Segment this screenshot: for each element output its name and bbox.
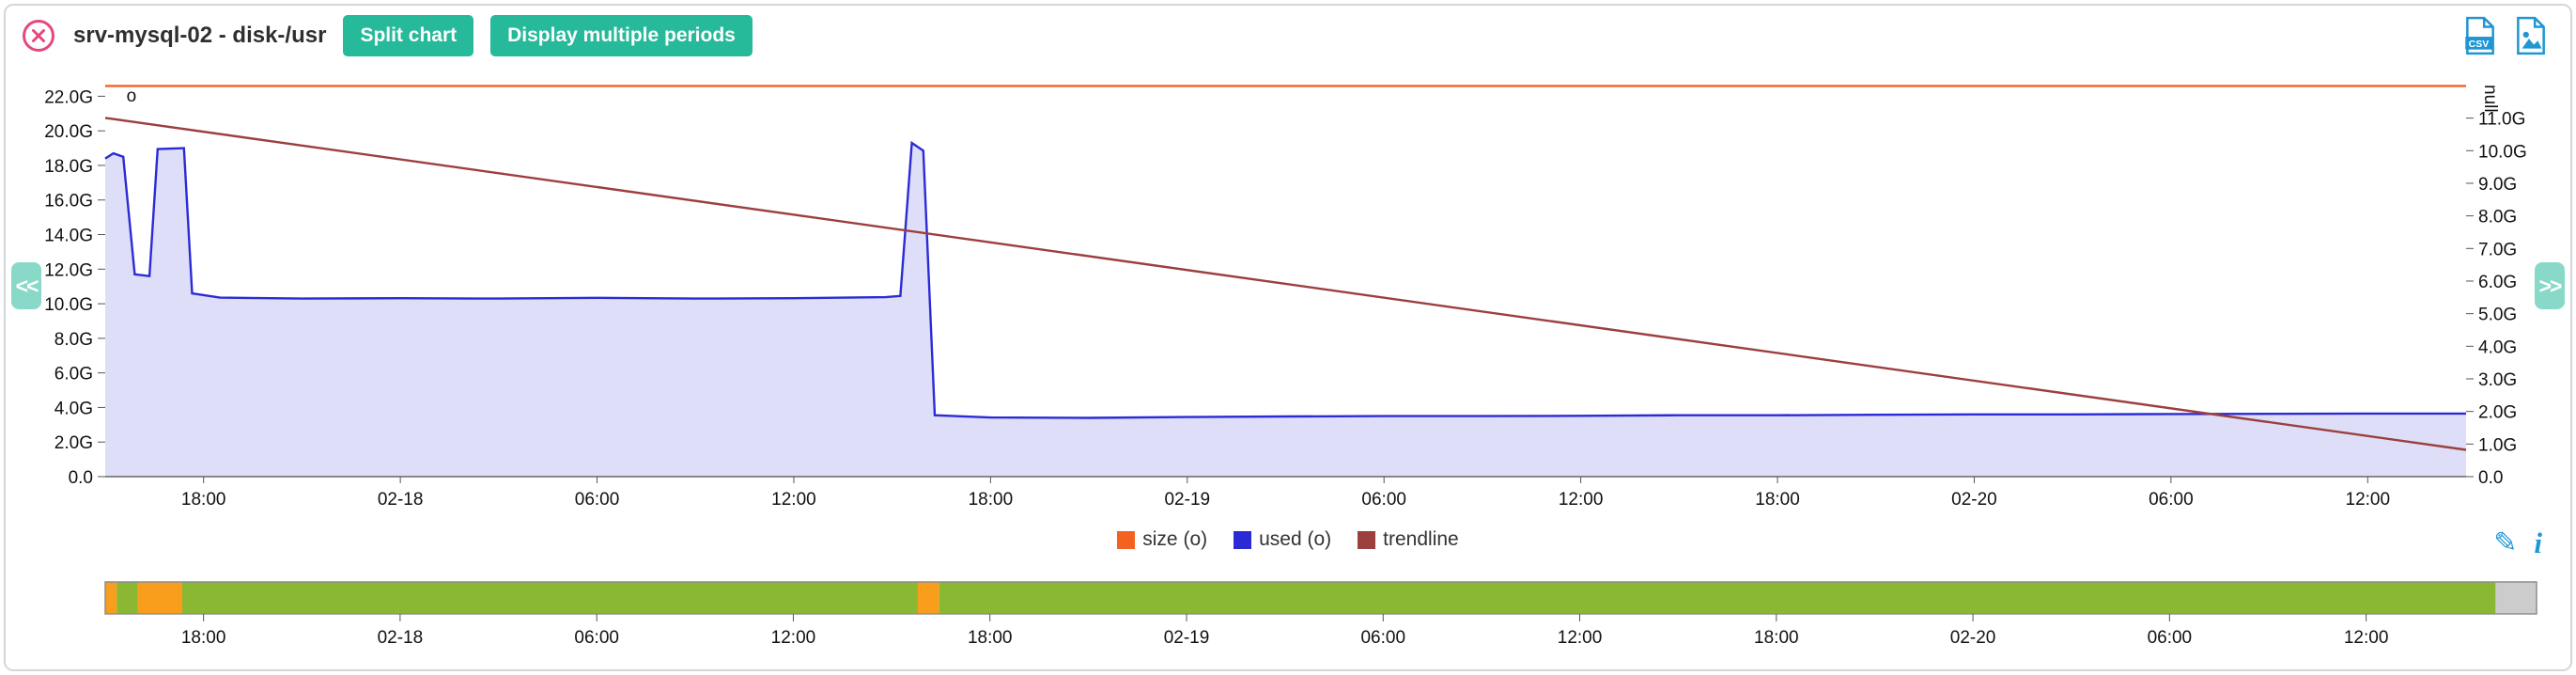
svg-text:12.0G: 12.0G [44,260,93,280]
svg-text:02-19: 02-19 [1164,628,1210,648]
legend-swatch [1117,530,1136,549]
svg-text:18.0G: 18.0G [44,157,93,177]
svg-text:12:00: 12:00 [2344,628,2389,648]
legend-swatch [1358,530,1376,549]
pan-left-button[interactable]: << [11,262,41,309]
svg-text:18:00: 18:00 [181,628,226,648]
svg-text:1.0G: 1.0G [2478,435,2517,455]
svg-text:12:00: 12:00 [1558,628,1603,648]
graph-title: srv-mysql-02 - disk-/usr [73,23,327,48]
svg-text:18:00: 18:00 [181,490,226,510]
svg-text:12:00: 12:00 [771,628,816,648]
legend-label: size (o) [1142,528,1208,550]
svg-text:9.0G: 9.0G [2478,175,2517,195]
graph-widget: o 18:00 02-18 06:00 12:00 18:00 02-19 06:00 12:… [4,4,2572,671]
svg-text:2.0G: 2.0G [2478,403,2517,423]
svg-text:3.0G: 3.0G [2478,370,2517,390]
minimap-segment [137,582,182,614]
legend: size (o) used (o) trendline [6,528,2570,551]
svg-text:02-19: 02-19 [1164,490,1210,510]
svg-text:0.0: 0.0 [69,468,93,488]
svg-text:22.0G: 22.0G [44,87,93,107]
csv-export-icon: CSV [2465,16,2494,55]
minimap-segment [917,582,939,614]
split-chart-button[interactable]: Split chart [343,15,474,56]
chart-tools: ✎ i [2493,528,2542,557]
svg-text:18:00: 18:00 [968,628,1013,648]
svg-text:14.0G: 14.0G [44,227,93,246]
legend-swatch [1234,530,1252,549]
minimap-segment [2495,582,2537,614]
svg-text:null: null [2480,85,2500,113]
svg-text:20.0G: 20.0G [44,122,93,142]
svg-text:02-18: 02-18 [378,628,424,648]
svg-text:CSV: CSV [2469,39,2490,50]
legend-label: trendline [1383,528,1459,550]
svg-text:12:00: 12:00 [1559,490,1604,510]
svg-text:02-20: 02-20 [1951,490,1997,510]
series-line [104,140,2466,419]
svg-text:4.0G: 4.0G [2478,338,2517,357]
svg-text:4.0G: 4.0G [54,399,93,418]
svg-text:10.0G: 10.0G [2478,142,2527,162]
export-image-button[interactable] [2514,16,2548,55]
svg-text:0.0: 0.0 [2478,468,2503,488]
svg-text:12:00: 12:00 [2346,490,2391,510]
graph-header: srv-mysql-02 - disk-/usr Split chart Dis… [6,6,2570,66]
svg-text:5.0G: 5.0G [2478,306,2517,325]
legend-label: used (o) [1259,528,1332,550]
svg-text:11.0G: 11.0G [2478,110,2525,130]
svg-text:2.0G: 2.0G [54,433,93,453]
svg-text:16.0G: 16.0G [44,192,93,212]
display-multiple-periods-button[interactable]: Display multiple periods [490,15,753,56]
svg-text:06:00: 06:00 [1360,628,1405,648]
svg-text:18:00: 18:00 [1755,490,1800,510]
svg-text:8.0G: 8.0G [54,330,93,350]
svg-text:06:00: 06:00 [1361,490,1406,510]
chart-annotation: o [127,86,137,106]
used-area [105,143,2466,477]
svg-text:6.0G: 6.0G [54,365,93,385]
minimap-segment [939,582,2496,614]
svg-text:18:00: 18:00 [969,490,1014,510]
svg-text:18:00: 18:00 [1754,628,1799,648]
svg-text:02-18: 02-18 [378,490,424,510]
series-line [104,117,2467,451]
legend-item[interactable]: trendline [1358,528,1459,551]
svg-text:7.0G: 7.0G [2478,240,2517,259]
legend-item[interactable]: used (o) [1234,528,1331,551]
chart-canvas: o 18:00 02-18 06:00 12:00 18:00 02-19 06:00 12:… [44,85,2537,648]
svg-text:02-20: 02-20 [1950,628,1996,648]
info-icon[interactable]: i [2534,526,2542,559]
svg-text:06:00: 06:00 [574,628,619,648]
svg-text:8.0G: 8.0G [2478,208,2517,228]
svg-text:12:00: 12:00 [771,490,816,510]
svg-text:06:00: 06:00 [2149,490,2194,510]
chart-axes: 18:00 02-18 06:00 12:00 18:00 02-19 06:00 12:00… [44,85,2527,510]
minimap-segment [105,582,117,614]
svg-text:06:00: 06:00 [2148,628,2193,648]
close-button[interactable] [21,18,56,54]
svg-text:06:00: 06:00 [575,490,620,510]
minimap-segment [181,582,918,614]
image-file-icon [2517,16,2545,55]
edit-pencil-icon[interactable]: ✎ [2493,526,2518,558]
close-icon [23,20,54,52]
minimap-range-selector[interactable]: 18:00 02-18 06:00 12:00 18:00 02-19 06:00 12:00… [104,581,2537,648]
main-chart-plot[interactable]: o [104,85,2467,477]
pan-right-button[interactable]: >> [2535,262,2565,309]
export-csv-button[interactable]: CSV [2463,16,2497,55]
minimap-segment [116,582,138,614]
svg-text:6.0G: 6.0G [2478,273,2517,292]
svg-text:10.0G: 10.0G [44,295,93,315]
legend-item[interactable]: size (o) [1117,528,1207,551]
